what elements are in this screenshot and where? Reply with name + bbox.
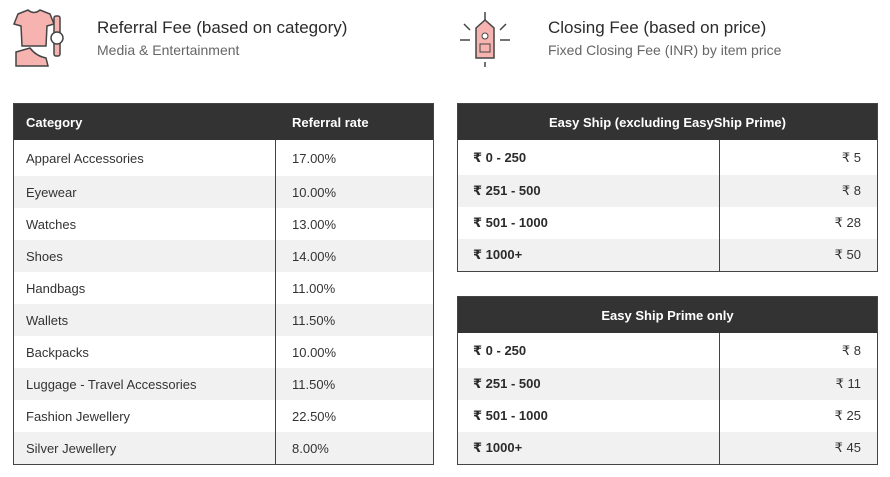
column-divider — [719, 432, 720, 464]
price-range-cell: ₹ 251 - 500 — [473, 376, 541, 391]
category-cell: Silver Jewellery — [26, 440, 117, 456]
column-divider — [275, 140, 276, 176]
price-range-cell: ₹ 0 - 250 — [473, 149, 527, 165]
table-row: ₹ 1000+ ₹ 50 — [458, 239, 877, 271]
price-range-cell: ₹ 0 - 250 — [473, 342, 527, 358]
table-row: ₹ 0 - 250 ₹ 8 — [458, 333, 877, 368]
header-cell: Easy Ship (excluding EasyShip Prime) — [549, 114, 786, 130]
rate-cell: 17.00% — [292, 150, 337, 166]
table-row: ₹ 251 - 500 ₹ 11 — [458, 368, 877, 400]
category-cell: Eyewear — [26, 184, 77, 200]
table-row: Handbags 11.00% — [14, 272, 433, 304]
column-divider — [719, 368, 720, 400]
header-row: Category Referral rate — [14, 104, 433, 140]
closing-fee-table: Easy Ship Prime only ₹ 0 - 250 ₹ 8 ₹ 251 - … — [457, 296, 878, 465]
table-row: ₹ 501 - 1000 ₹ 25 — [458, 400, 877, 432]
category-cell: Luggage - Travel Accessories — [26, 376, 197, 392]
section-subtitle: Media & Entertainment — [97, 42, 240, 58]
header-cell: Category — [26, 114, 83, 130]
fee-cell: ₹ 5 — [841, 149, 861, 165]
fee-cell: ₹ 28 — [834, 215, 861, 230]
rate-cell: 22.50% — [292, 408, 337, 424]
header-row: Easy Ship (excluding EasyShip Prime) — [458, 104, 877, 140]
rate-cell: 13.00% — [292, 216, 337, 232]
table-row: Backpacks 10.00% — [14, 336, 433, 368]
table-row: Silver Jewellery 8.00% — [14, 432, 433, 464]
column-divider — [275, 336, 276, 368]
column-divider — [275, 368, 276, 400]
section-subtitle: Fixed Closing Fee (INR) by item price — [548, 42, 782, 58]
section-title: Closing Fee (based on price) — [548, 18, 767, 37]
fee-cell: ₹ 8 — [841, 183, 861, 198]
price-range-cell: ₹ 1000+ — [473, 440, 523, 455]
table-row: Wallets 11.50% — [14, 304, 433, 336]
table-row: Fashion Jewellery 22.50% — [14, 400, 433, 432]
column-divider — [719, 400, 720, 432]
rate-cell: 11.50% — [292, 376, 336, 392]
category-cell: Handbags — [26, 280, 86, 296]
section-title: Referral Fee (based on category) — [97, 18, 348, 37]
table-row: Shoes 14.00% — [14, 240, 433, 272]
column-divider — [275, 432, 276, 464]
rate-cell: 10.00% — [292, 184, 337, 200]
table-row: Apparel Accessories 17.00% — [14, 140, 433, 176]
rate-cell: 11.50% — [292, 312, 336, 328]
column-divider — [719, 140, 720, 175]
header-row: Easy Ship Prime only — [458, 297, 877, 333]
rate-cell: 8.00% — [292, 440, 329, 456]
rate-cell: 10.00% — [292, 344, 337, 360]
rate-cell: 11.00% — [292, 280, 336, 296]
price-range-cell: ₹ 501 - 1000 — [473, 408, 548, 423]
column-divider — [275, 176, 276, 208]
table-row: Luggage - Travel Accessories 11.50% — [14, 368, 433, 400]
category-cell: Watches — [26, 216, 77, 232]
column-divider — [275, 400, 276, 432]
column-divider — [719, 239, 720, 271]
column-divider — [275, 208, 276, 240]
tag-icon — [460, 12, 510, 67]
category-cell: Backpacks — [26, 344, 89, 360]
fee-cell: ₹ 11 — [835, 376, 861, 391]
fee-cell: ₹ 25 — [834, 408, 861, 423]
table-row: Eyewear 10.00% — [14, 176, 433, 208]
fee-cell: ₹ 50 — [834, 247, 861, 262]
closing-fee-table: Easy Ship (excluding EasyShip Prime) ₹ 0 … — [457, 103, 878, 272]
price-range-cell: ₹ 501 - 1000 — [473, 215, 548, 230]
column-divider — [719, 207, 720, 239]
column-divider — [275, 304, 276, 336]
table-row: ₹ 1000+ ₹ 45 — [458, 432, 877, 464]
column-divider — [275, 240, 276, 272]
table-row: ₹ 251 - 500 ₹ 8 — [458, 175, 877, 207]
fee-cell: ₹ 8 — [841, 342, 861, 358]
category-cell: Shoes — [26, 248, 63, 264]
table-row: ₹ 0 - 250 ₹ 5 — [458, 140, 877, 175]
category-cell: Wallets — [26, 312, 69, 328]
column-divider — [719, 333, 720, 368]
price-range-cell: ₹ 1000+ — [473, 247, 523, 262]
rate-cell: 14.00% — [292, 248, 337, 264]
header-cell: Referral rate — [292, 114, 369, 130]
referral-table: Category Referral rate Apparel Accessories… — [13, 103, 434, 465]
column-divider — [719, 175, 720, 207]
category-cell: Fashion Jewellery — [26, 408, 131, 424]
apparel-icon — [12, 9, 64, 67]
column-divider — [275, 272, 276, 304]
table-row: ₹ 501 - 1000 ₹ 28 — [458, 207, 877, 239]
price-range-cell: ₹ 251 - 500 — [473, 183, 541, 198]
table-row: Watches 13.00% — [14, 208, 433, 240]
fee-cell: ₹ 45 — [834, 440, 861, 455]
category-cell: Apparel Accessories — [26, 150, 144, 166]
header-cell: Easy Ship Prime only — [601, 307, 734, 323]
